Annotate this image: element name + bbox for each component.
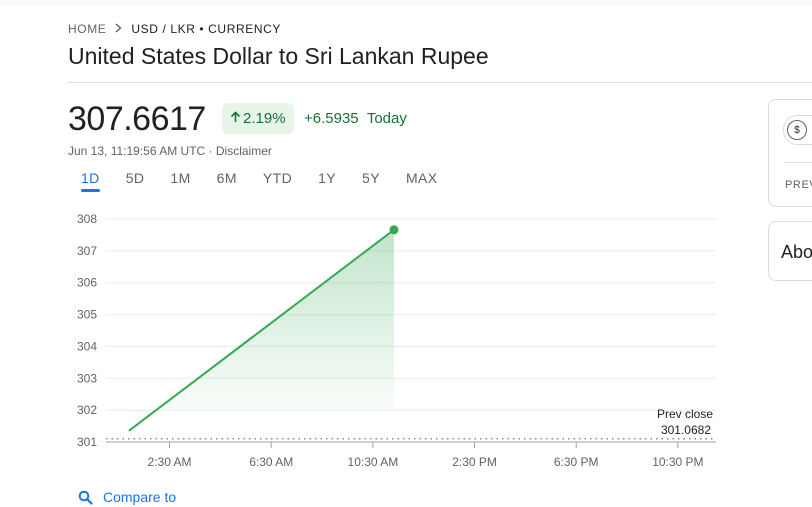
percent-change-badge: 2.19% xyxy=(222,103,294,134)
about-label: Abo xyxy=(781,242,812,262)
top-bar xyxy=(0,0,812,6)
compare-to-button[interactable]: Compare to xyxy=(78,489,176,505)
range-tab-5d[interactable]: 5D xyxy=(125,170,145,186)
timestamp-separator: · xyxy=(205,144,216,158)
range-tab-1d[interactable]: 1D xyxy=(68,170,113,192)
range-tab-5y[interactable]: 5Y xyxy=(362,170,380,186)
y-tick-label: 304 xyxy=(77,339,97,353)
x-tick-label: 2:30 PM xyxy=(452,455,497,469)
compare-to-label: Compare to xyxy=(103,489,177,505)
prev-close-value: 301.0682 xyxy=(661,423,711,437)
y-tick-label: 307 xyxy=(77,244,97,258)
search-icon xyxy=(78,490,93,505)
price-line xyxy=(128,228,395,432)
chevron-right-icon xyxy=(115,22,122,36)
y-tick-label: 306 xyxy=(77,276,97,290)
range-tab-6m[interactable]: 6M xyxy=(216,170,237,186)
current-price: 307.6617 xyxy=(68,100,206,138)
y-tick-label: 301 xyxy=(77,435,97,449)
quote-timestamp: Jun 13, 11:19:56 AM UTC · Disclaimer xyxy=(68,144,272,158)
range-tabs: 1D 5D 1M 6M YTD 1Y 5Y MAX xyxy=(68,170,451,192)
y-tick-label: 302 xyxy=(77,403,97,417)
range-tab-ytd[interactable]: YTD xyxy=(262,170,293,186)
side-prev-label: PREV xyxy=(785,179,812,191)
x-tick-label: 10:30 AM xyxy=(348,455,399,469)
timestamp-text: Jun 13, 11:19:56 AM UTC xyxy=(68,144,206,158)
breadcrumb-current: USD / LKR • CURRENCY xyxy=(131,22,281,36)
latest-price-point xyxy=(389,225,399,235)
change-period-label: Today xyxy=(366,110,407,127)
currency-chip[interactable] xyxy=(783,115,812,145)
side-card-divider xyxy=(785,162,812,163)
x-tick-label: 2:30 AM xyxy=(148,455,192,469)
y-tick-label: 303 xyxy=(77,371,97,385)
dollar-coin-icon: $ xyxy=(787,120,807,140)
range-tab-1y[interactable]: 1Y xyxy=(318,170,337,186)
breadcrumb-home[interactable]: HOME xyxy=(68,22,107,36)
x-tick-label: 6:30 AM xyxy=(249,455,293,469)
percent-change-value: 2.19% xyxy=(243,110,286,127)
y-tick-label: 305 xyxy=(77,308,97,322)
x-tick-label: 6:30 PM xyxy=(554,455,599,469)
title-divider xyxy=(68,82,812,83)
range-tab-1m[interactable]: 1M xyxy=(170,170,191,186)
x-tick-label: 10:30 PM xyxy=(652,455,703,469)
y-tick-label: 308 xyxy=(77,212,97,226)
page-title: United States Dollar to Sri Lankan Rupee xyxy=(68,43,489,69)
disclaimer-link[interactable]: Disclaimer xyxy=(215,144,272,158)
range-tab-max[interactable]: MAX xyxy=(405,170,438,186)
absolute-change-value: +6.5935 xyxy=(304,110,359,127)
side-card-details: $ PREV xyxy=(768,99,812,207)
absolute-change: +6.5935 Today xyxy=(304,110,407,127)
side-card-about[interactable]: Abo xyxy=(768,221,812,281)
breadcrumb: HOME USD / LKR • CURRENCY xyxy=(68,22,281,36)
prev-close-label: Prev close xyxy=(657,407,713,421)
price-chart: 301 302 303 304 305 306 307 308 2:30 AM 6:30 AM 10… xyxy=(77,212,716,469)
arrow-up-icon xyxy=(230,110,241,127)
